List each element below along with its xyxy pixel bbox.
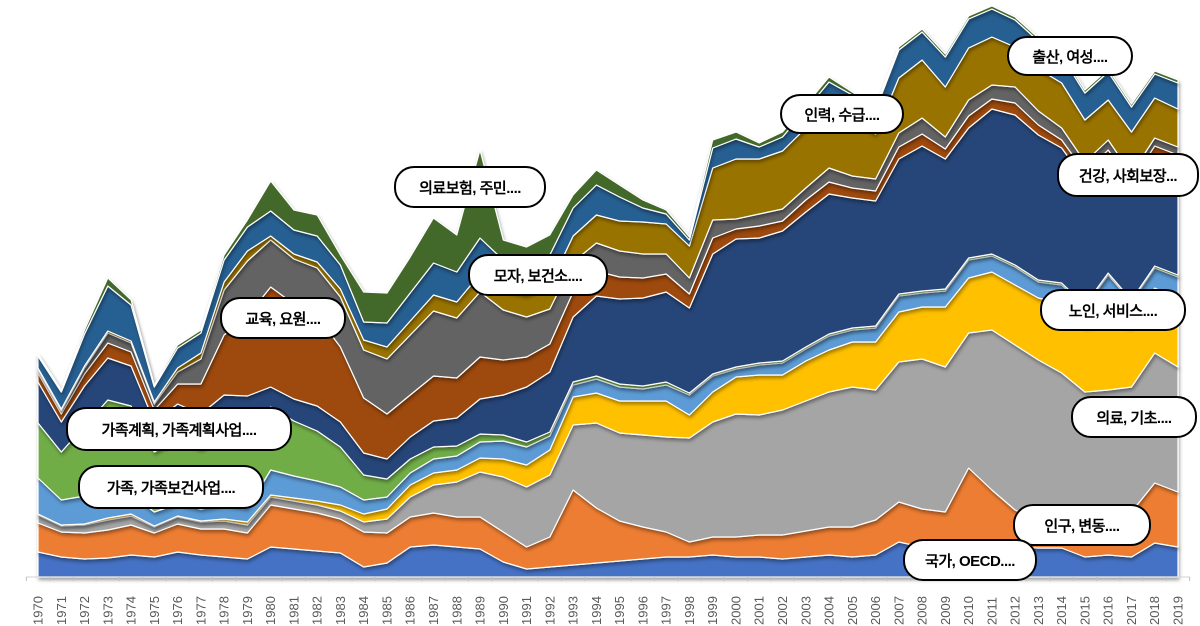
x-axis-label-1981: 1981 bbox=[286, 596, 301, 625]
x-axis-label-1973: 1973 bbox=[100, 596, 115, 625]
callout-label-12: 국가, OECD.... bbox=[903, 539, 1037, 581]
x-axis-label-1974: 1974 bbox=[124, 596, 139, 625]
x-axis-label-1970: 1970 bbox=[31, 596, 46, 625]
x-axis-label-1992: 1992 bbox=[542, 596, 557, 625]
x-axis-label-1995: 1995 bbox=[612, 596, 627, 625]
x-axis-label-1986: 1986 bbox=[403, 596, 418, 625]
x-axis-label-2003: 2003 bbox=[798, 596, 813, 625]
x-axis-label-2019: 2019 bbox=[1170, 596, 1185, 625]
x-axis-label-1977: 1977 bbox=[193, 596, 208, 625]
x-axis-label-2000: 2000 bbox=[728, 596, 743, 625]
x-axis-label-1987: 1987 bbox=[426, 596, 441, 625]
x-axis-label-1982: 1982 bbox=[310, 596, 325, 625]
x-axis-label-1971: 1971 bbox=[54, 596, 69, 625]
x-axis-label-2004: 2004 bbox=[822, 596, 837, 625]
x-axis-label-2016: 2016 bbox=[1101, 596, 1116, 625]
callout-label-1: 출산, 여성.... bbox=[1007, 36, 1133, 76]
x-axis-label-2017: 2017 bbox=[1124, 596, 1139, 625]
x-axis-label-2015: 2015 bbox=[1077, 596, 1092, 625]
x-axis-label-2014: 2014 bbox=[1054, 596, 1069, 625]
x-axis-label-1999: 1999 bbox=[705, 596, 720, 625]
x-axis-label-2010: 2010 bbox=[961, 596, 976, 625]
x-axis-label-1984: 1984 bbox=[356, 596, 371, 625]
x-axis-label-1980: 1980 bbox=[263, 596, 278, 625]
callout-label-8: 의료, 기초.... bbox=[1071, 396, 1197, 438]
callout-label-11: 인구, 변동.... bbox=[1013, 504, 1151, 546]
x-axis-label-2006: 2006 bbox=[868, 596, 883, 625]
x-axis-label-1994: 1994 bbox=[589, 596, 604, 625]
callout-label-6: 노인, 서비스.... bbox=[1040, 289, 1186, 331]
x-axis-label-1996: 1996 bbox=[635, 596, 650, 625]
x-axis-label-2018: 2018 bbox=[1147, 596, 1162, 625]
x-axis: 1970 1971 1972 1973 1974 1975 1976 1977 1978 1979… bbox=[25, 576, 1191, 625]
x-axis-label-1988: 1988 bbox=[449, 596, 464, 625]
x-axis-label-1990: 1990 bbox=[496, 596, 511, 625]
x-axis-label-2013: 2013 bbox=[1031, 596, 1046, 625]
x-axis-label-2005: 2005 bbox=[845, 596, 860, 625]
x-axis-label-2009: 2009 bbox=[938, 596, 953, 625]
x-axis-label-1983: 1983 bbox=[333, 596, 348, 625]
x-axis-label-2012: 2012 bbox=[1008, 596, 1023, 625]
callout-label-5: 모자, 보건소.... bbox=[468, 254, 608, 296]
x-axis-label-1975: 1975 bbox=[147, 596, 162, 625]
x-axis-label-1991: 1991 bbox=[519, 596, 534, 625]
x-axis-label-1997: 1997 bbox=[659, 596, 674, 625]
x-axis-label-2007: 2007 bbox=[891, 596, 906, 625]
x-axis-label-1972: 1972 bbox=[77, 596, 92, 625]
callout-label-4: 의료보험, 주민.... bbox=[394, 166, 546, 208]
x-axis-label-1998: 1998 bbox=[682, 596, 697, 625]
callout-label-3: 건강, 사회보장... bbox=[1057, 153, 1199, 197]
x-axis-label-2008: 2008 bbox=[915, 596, 930, 625]
x-axis-label-2002: 2002 bbox=[775, 596, 790, 625]
x-axis-label-1989: 1989 bbox=[473, 596, 488, 625]
callout-label-9: 가족계획, 가족계획사업.... bbox=[66, 407, 292, 451]
x-axis-label-2001: 2001 bbox=[752, 596, 767, 625]
callout-label-2: 인력, 수급.... bbox=[780, 94, 904, 134]
x-axis-label-2011: 2011 bbox=[984, 597, 999, 625]
callout-label-7: 교육, 요원.... bbox=[220, 297, 346, 339]
x-axis-label-1985: 1985 bbox=[379, 596, 394, 625]
callout-label-10: 가족, 가족보건사업.... bbox=[78, 465, 264, 509]
x-axis-label-1976: 1976 bbox=[170, 596, 185, 625]
x-axis-label-1993: 1993 bbox=[566, 596, 581, 625]
area-series-12 bbox=[37, 5, 1179, 393]
x-axis-label-1978: 1978 bbox=[217, 596, 232, 625]
x-axis-label-1979: 1979 bbox=[240, 596, 255, 625]
